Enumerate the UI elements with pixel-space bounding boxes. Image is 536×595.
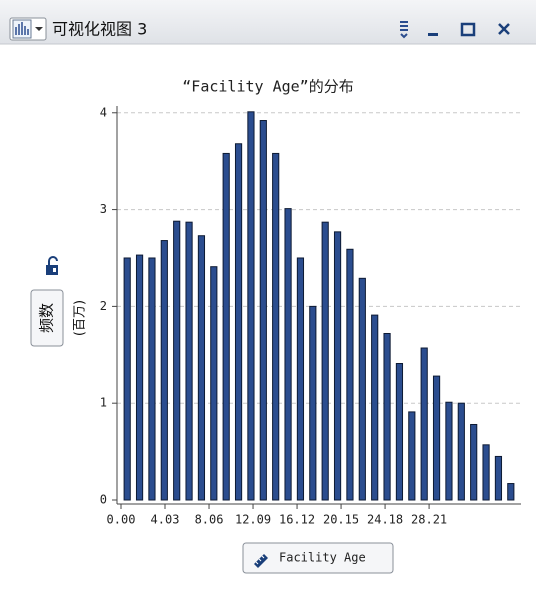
bar — [259, 120, 267, 501]
bar — [135, 254, 144, 501]
bar — [371, 314, 379, 501]
menu-button[interactable] — [400, 21, 408, 39]
bar — [185, 221, 193, 501]
bar — [358, 277, 366, 501]
bar — [420, 347, 428, 501]
x-tick-label: 28.21 — [411, 513, 447, 527]
bar — [148, 257, 156, 501]
bar — [210, 266, 218, 501]
x-tick-label: 8.06 — [195, 513, 224, 527]
chart-type-button[interactable] — [9, 17, 47, 41]
bar — [333, 231, 342, 501]
bar — [395, 363, 404, 501]
maximize-button[interactable] — [460, 22, 476, 37]
bar — [284, 208, 292, 501]
x-tick-label: 4.03 — [151, 513, 180, 527]
title-bar — [0, 0, 536, 44]
y-axis-label: 频数 — [38, 303, 56, 333]
bar — [445, 401, 453, 501]
x-tick-label: 24.18 — [367, 513, 403, 527]
x-tick-label: 16.12 — [279, 513, 315, 527]
bar — [346, 248, 354, 501]
bar — [197, 235, 206, 501]
bar — [321, 221, 329, 501]
bar — [383, 332, 391, 501]
lock-icon[interactable] — [46, 256, 58, 275]
bar — [494, 455, 503, 501]
bar — [482, 444, 490, 501]
minimize-button[interactable] — [428, 33, 438, 36]
x-axis-label: Facility Age — [279, 551, 366, 565]
bar — [247, 111, 255, 501]
x-tick-label: 20.15 — [323, 513, 359, 527]
x-tick-label: 12.09 — [235, 513, 271, 527]
x-tick-label: 0.00 — [107, 513, 136, 527]
bar — [432, 375, 441, 501]
y-tick-label: 3 — [100, 202, 107, 216]
bar — [222, 152, 230, 501]
bar — [457, 402, 465, 501]
bar — [470, 423, 478, 501]
bar — [272, 152, 280, 501]
y-axis-unit: (百万) — [73, 300, 88, 336]
bar — [309, 305, 317, 501]
x-axis-button[interactable]: Facility Age — [242, 542, 394, 574]
close-button[interactable] — [498, 23, 510, 35]
y-tick-label: 1 — [100, 396, 107, 410]
bar — [123, 257, 131, 501]
y-tick-label: 2 — [100, 299, 107, 313]
y-axis-button[interactable]: 频数 — [30, 289, 64, 347]
y-tick-label: 0 — [100, 493, 107, 507]
bar — [296, 257, 305, 501]
bar — [160, 240, 168, 501]
bar — [507, 483, 515, 501]
chart-title: “Facility Age”的分布 — [182, 78, 353, 96]
window-title: 可视化视图 3 — [52, 20, 147, 39]
bar — [173, 220, 181, 501]
y-tick-label: 4 — [100, 105, 107, 119]
bar — [408, 411, 416, 501]
bar — [234, 143, 243, 501]
